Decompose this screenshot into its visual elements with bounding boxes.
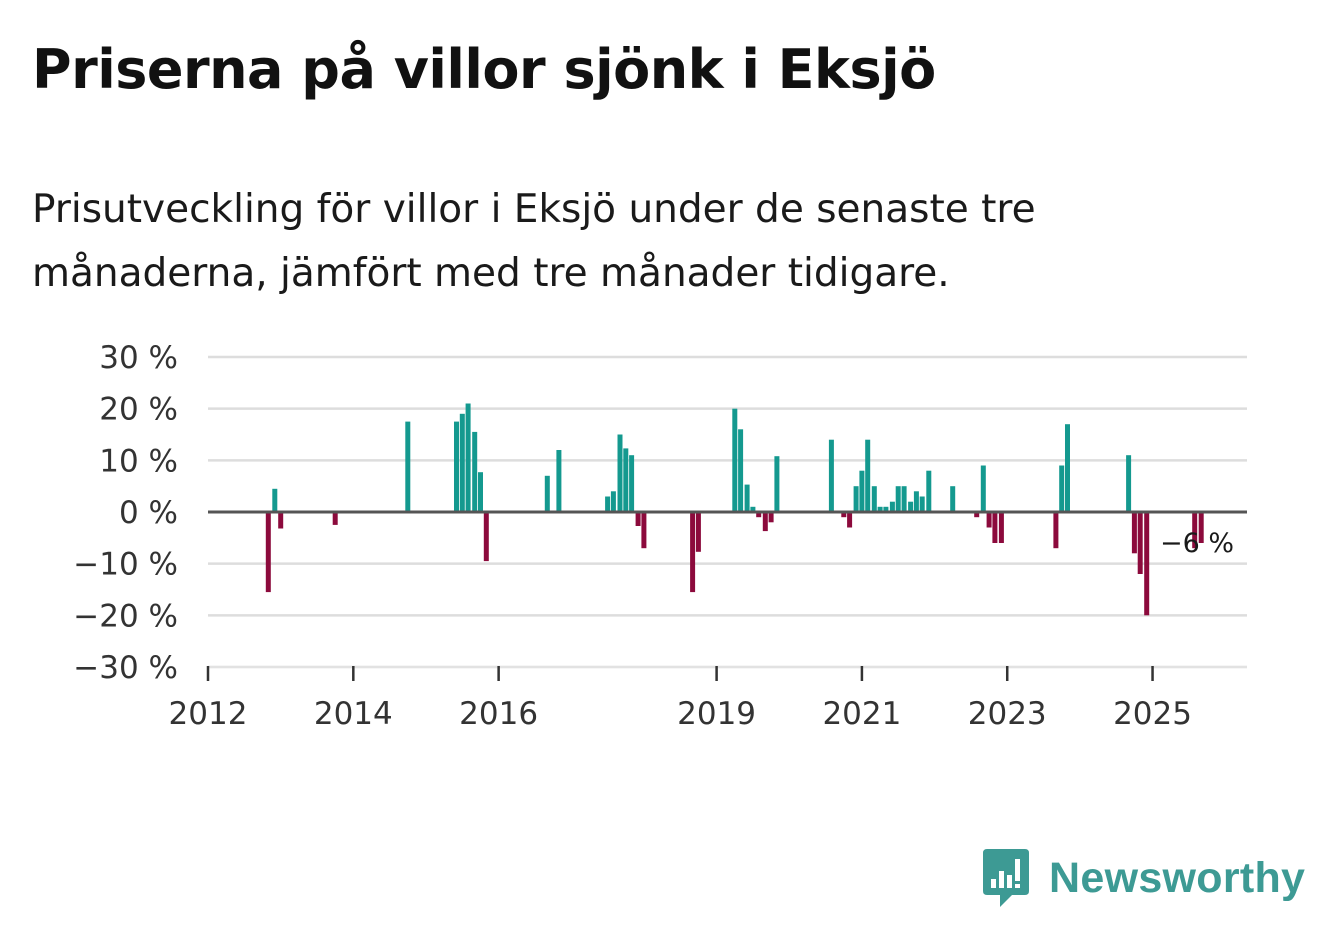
tick-labels: 30 % 20 % 10 % 0 % −10 % −20 % −30 % 2012 2014 20… [73,340,1234,732]
bar [483,512,489,562]
newsworthy-chart-bubble-icon [983,849,1029,907]
bar [992,512,998,543]
bar [265,512,271,593]
bar [847,512,853,528]
y-tick-label: 0 % [119,495,178,531]
bar [774,456,780,512]
bar [641,512,647,549]
bar [986,512,992,528]
x-tick-label: 2016 [459,696,538,732]
bar [883,506,889,512]
bar [828,439,834,512]
y-tick-label: 20 % [99,392,178,428]
bar [744,484,750,512]
bar [1065,424,1070,512]
bar [974,512,980,518]
bar [278,512,284,529]
bar [877,506,883,512]
bar [762,512,768,532]
bar [859,470,865,512]
bar [913,491,919,512]
bar [926,470,932,512]
y-tick-label: 10 % [99,443,178,479]
y-tick-label: 30 % [99,340,178,376]
bar [556,450,562,512]
bar [950,486,956,512]
x-tick-label: 2019 [677,696,756,732]
bar [889,501,895,512]
bar [623,448,629,512]
bar [865,439,871,512]
bar [1198,512,1204,543]
bar [544,475,550,512]
y-tick-label: −20 % [73,598,178,634]
x-tick-label: 2023 [968,696,1047,732]
bar [908,501,914,512]
bar [465,403,471,512]
bar [332,512,338,525]
bar [750,506,756,512]
axes [206,510,1247,681]
bar [768,512,774,523]
bar [635,512,641,526]
bars [265,403,1204,616]
bar [841,512,847,518]
bar [1192,512,1198,549]
bar [738,429,744,512]
bar [272,488,278,513]
bar [871,486,877,512]
bar [629,455,635,512]
bar [980,465,986,512]
bar [1131,512,1137,554]
x-tick-label: 2012 [169,696,248,732]
bar [454,421,459,512]
bar [1059,465,1065,512]
latest-value-label: −6 % [1160,528,1234,559]
bar [478,472,483,512]
bar [472,431,478,512]
chart-subtitle: Prisutveckling för villor i Eksjö under … [32,187,1036,296]
x-tick-label: 2014 [314,696,393,732]
bar [919,496,925,512]
bar [690,512,696,593]
y-tick-label: −10 % [73,547,178,583]
bar [901,486,907,512]
bar [998,512,1004,543]
bar [732,408,738,512]
bar [459,413,465,512]
bar [617,434,623,512]
bar [610,491,616,512]
bar [1126,455,1132,512]
x-tick-label: 2021 [822,696,901,732]
bar [756,512,762,518]
bar [405,421,411,512]
bar [605,496,611,512]
bar [1144,512,1150,616]
bar [853,486,859,512]
bar [1137,512,1143,574]
brand-name: Newsworthy [1049,853,1306,902]
y-tick-label: −30 % [73,650,178,686]
bar [1053,512,1059,549]
bar [895,486,901,512]
newsworthy-logo: Newsworthy [981,848,1305,908]
x-tick-label: 2025 [1113,696,1192,732]
bar [695,512,701,552]
chart-title: Priserna på villor sjönk i Eksjö [32,38,936,101]
